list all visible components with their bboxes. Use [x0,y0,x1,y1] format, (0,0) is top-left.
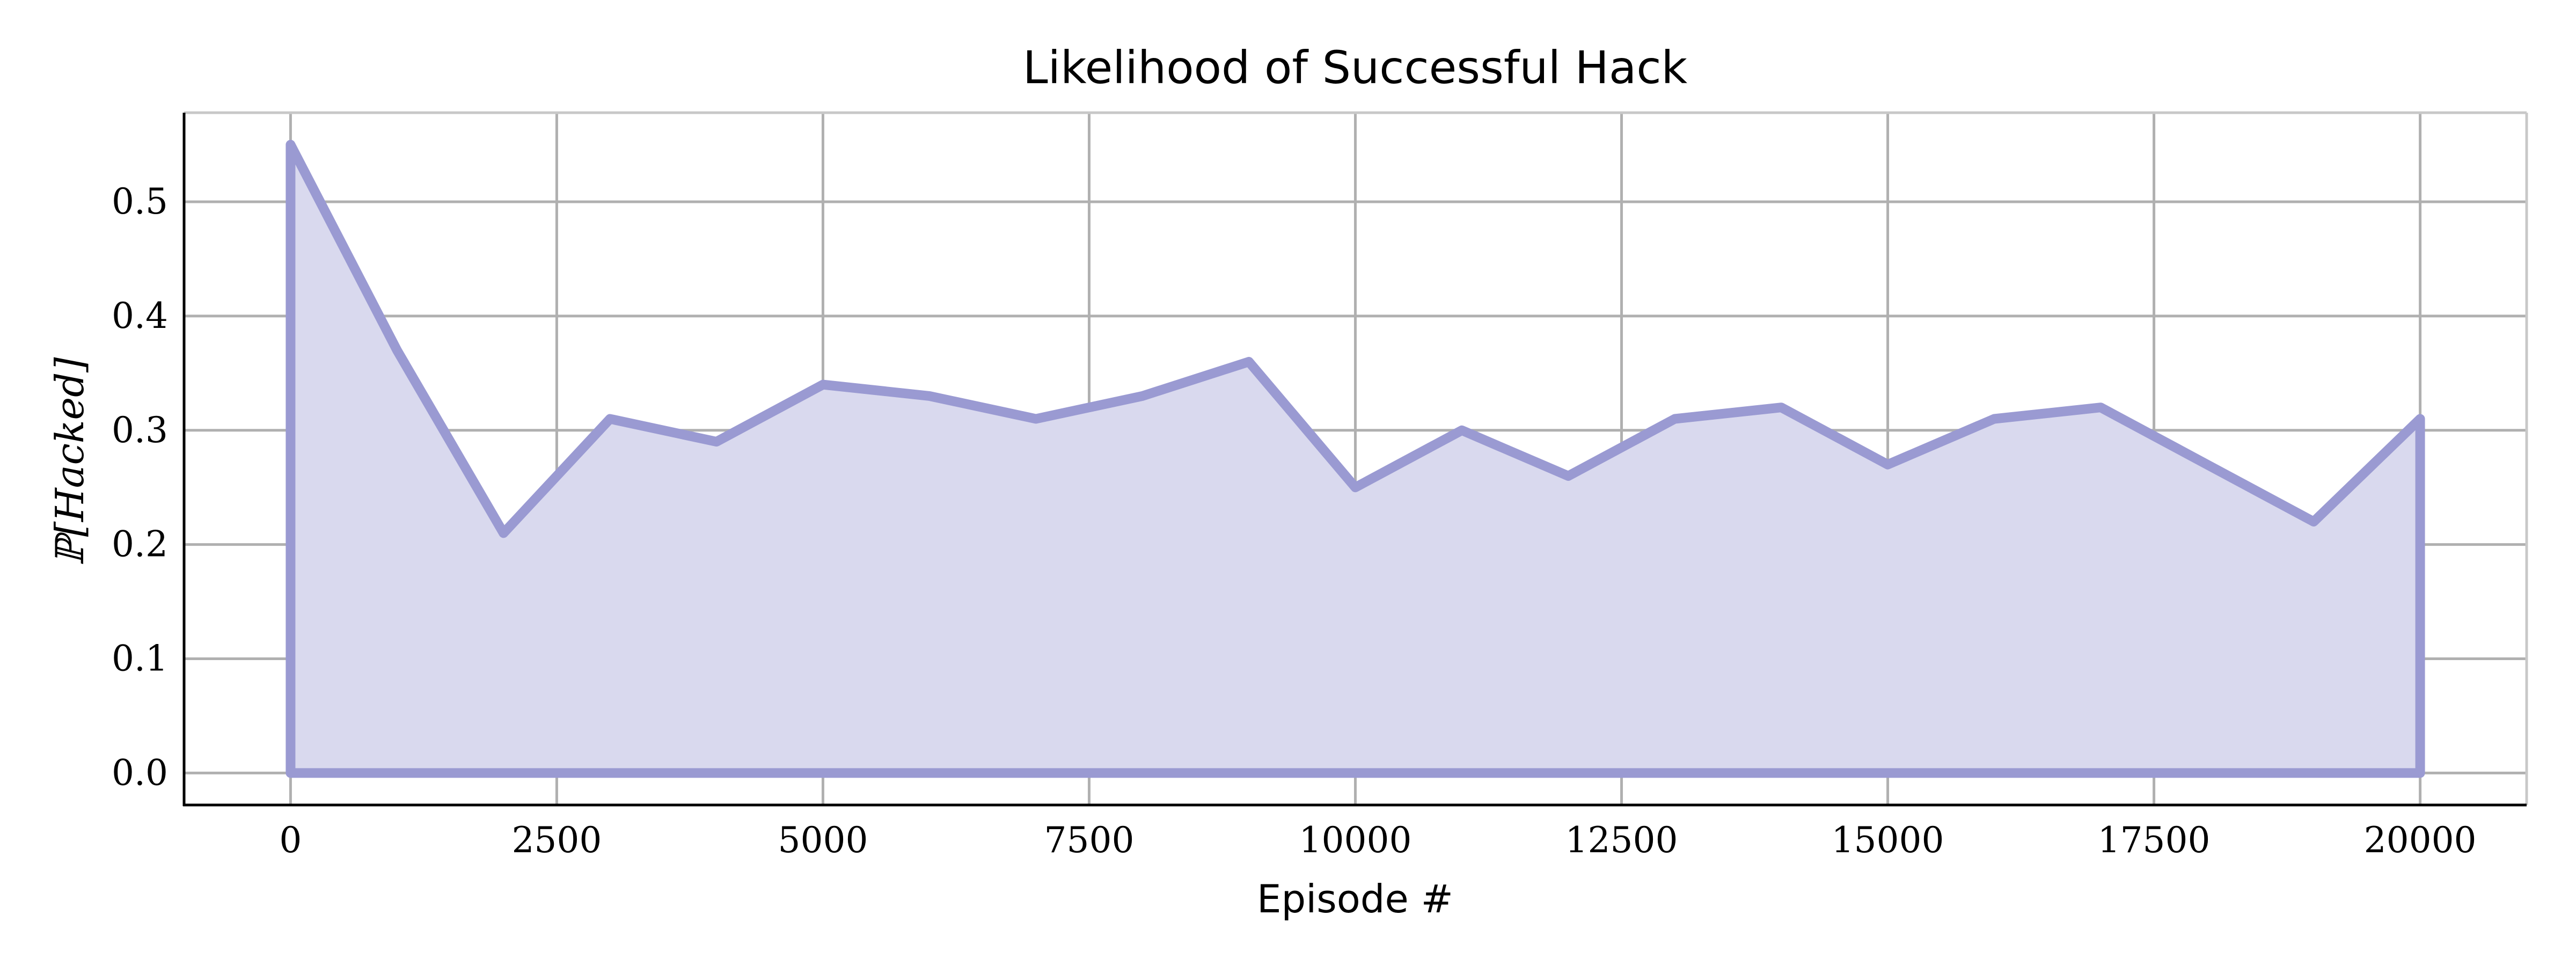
data-point [714,440,719,444]
y-tick-label: 0.3 [112,409,168,451]
x-tick-label: 17500 [2098,819,2211,861]
data-point [2205,462,2209,467]
y-axis-label: ℙ[Hacked] [47,357,92,566]
x-tick-label: 20000 [2364,819,2477,861]
data-point [1992,416,1996,421]
x-axis-label: Episode # [1257,876,1453,921]
data-point [1672,416,1677,421]
y-tick-label: 0.1 [112,638,168,679]
data-point [1034,416,1038,421]
series-area-fill [290,144,2420,773]
data-point [2418,416,2423,421]
data-point [288,142,293,147]
y-tick-label: 0.5 [112,181,168,222]
data-point [1459,428,1464,433]
data-point [2311,519,2316,524]
data-point [1247,360,1252,364]
x-tick-label: 5000 [778,819,868,861]
data-point [2098,405,2103,410]
x-tick-label: 10000 [1299,819,1412,861]
data-point [821,382,825,387]
data-point [1353,485,1358,490]
y-tick-label: 0.4 [112,295,168,336]
series-line [286,140,2425,778]
data-point [501,531,506,536]
axes-frame [182,111,2528,807]
chart-title: Likelihood of Successful Hack [1023,41,1688,94]
x-tick-label: 12500 [1565,819,1678,861]
data-point [1140,393,1145,398]
tick-labels: 0 2500 5000 7500 10000 12500 15000 17500 20000 0.… [112,181,2477,861]
x-tick-label: 15000 [1832,819,1944,861]
y-tick-label: 0.0 [112,752,168,793]
plot-area [286,140,2425,778]
x-tick-label: 0 [279,819,302,861]
data-point [1885,462,1890,467]
data-point [927,393,932,398]
data-point [394,348,399,353]
data-point [1779,405,1784,410]
data-point [1566,473,1571,478]
data-point [608,416,612,421]
y-tick-label: 0.2 [112,524,168,565]
x-tick-label: 2500 [511,819,602,861]
x-tick-label: 7500 [1044,819,1134,861]
